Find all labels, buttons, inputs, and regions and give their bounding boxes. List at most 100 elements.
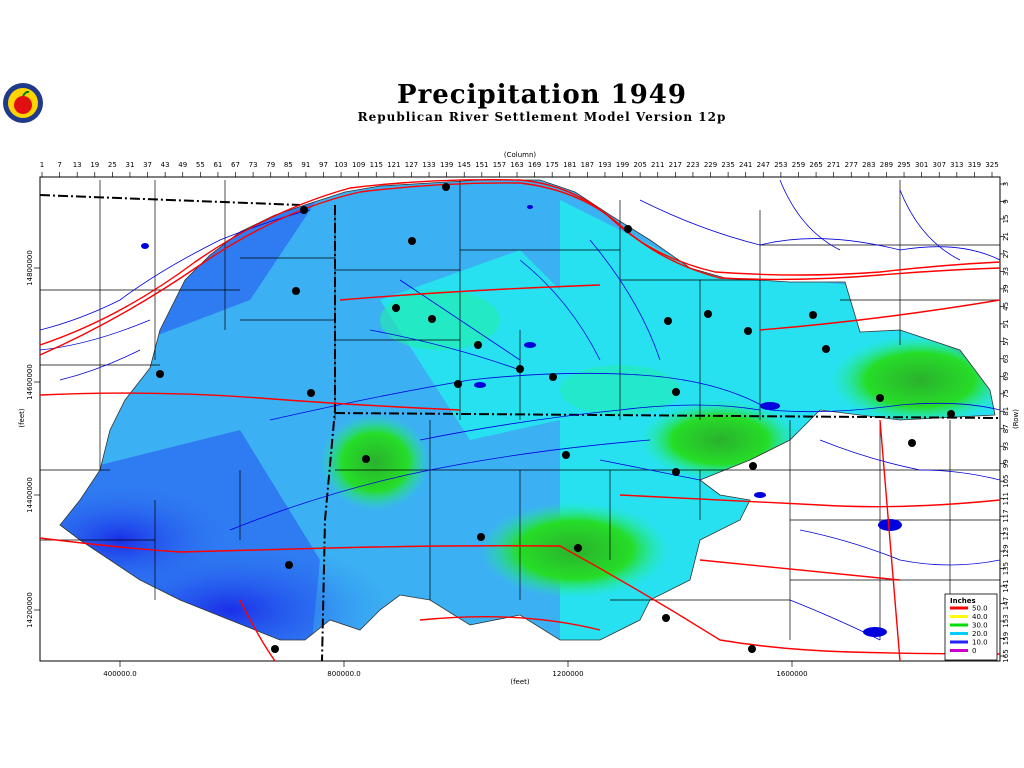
station-marker[interactable] (392, 304, 400, 312)
station-marker[interactable] (300, 206, 308, 214)
row-tick-label: 159 (1002, 632, 1010, 645)
column-tick-label: 217 (669, 161, 682, 169)
station-marker[interactable] (516, 365, 524, 373)
column-tick-label: 31 (126, 161, 135, 169)
column-tick-label: 187 (581, 161, 594, 169)
legend-label: 30.0 (972, 622, 988, 630)
legend-label: 0 (972, 647, 976, 655)
x-tick-label: 800000.0 (327, 670, 360, 678)
row-tick-label: 117 (1002, 509, 1010, 522)
station-marker[interactable] (428, 315, 436, 323)
station-marker[interactable] (809, 311, 817, 319)
row-tick-label: 123 (1002, 527, 1010, 540)
row-tick-label: 93 (1002, 442, 1010, 451)
station-marker[interactable] (292, 287, 300, 295)
row-tick-label: 21 (1002, 232, 1010, 241)
y-tick-label: 14800000 (26, 250, 34, 286)
station-marker[interactable] (672, 388, 680, 396)
station-marker[interactable] (664, 317, 672, 325)
column-tick-label: 55 (196, 161, 205, 169)
station-marker[interactable] (549, 373, 557, 381)
row-tick-label: 75 (1002, 389, 1010, 398)
column-tick-label: 253 (774, 161, 787, 169)
y-tick-label: 14600000 (26, 364, 34, 400)
station-marker[interactable] (454, 380, 462, 388)
column-tick-label: 121 (387, 161, 400, 169)
station-marker[interactable] (562, 451, 570, 459)
row-tick-label: 57 (1002, 337, 1010, 346)
row-tick-label: 9 (1002, 199, 1010, 203)
column-tick-label: 229 (704, 161, 717, 169)
legend: Inches 50.040.030.020.010.00 (944, 593, 998, 661)
county-lines (40, 180, 1000, 640)
column-tick-label: 37 (143, 161, 152, 169)
model-boundary (59, 179, 996, 641)
column-tick-label: 157 (493, 161, 506, 169)
column-tick-label: 169 (528, 161, 541, 169)
row-tick-label: 147 (1002, 597, 1010, 610)
station-marker[interactable] (744, 327, 752, 335)
station-marker[interactable] (662, 614, 670, 622)
row-tick-label: 165 (1002, 649, 1010, 662)
row-tick-label: 63 (1002, 354, 1010, 363)
row-tick-label: 45 (1002, 302, 1010, 311)
column-tick-label: 211 (651, 161, 664, 169)
station-marker[interactable] (307, 389, 315, 397)
row-tick-label: 81 (1002, 407, 1010, 416)
reservoirs (141, 205, 902, 637)
station-marker[interactable] (408, 237, 416, 245)
station-marker[interactable] (876, 394, 884, 402)
column-tick-label: 199 (616, 161, 629, 169)
station-marker[interactable] (285, 561, 293, 569)
column-tick-label: 49 (178, 161, 187, 169)
legend-label: 40.0 (972, 613, 988, 621)
row-tick-label: 15 (1002, 215, 1010, 224)
column-tick-label: 163 (510, 161, 523, 169)
column-tick-label: 205 (633, 161, 646, 169)
station-marker[interactable] (474, 341, 482, 349)
map-subtitle: Republican River Settlement Model Versio… (357, 110, 727, 124)
highways (40, 178, 1000, 661)
station-marker[interactable] (672, 468, 680, 476)
station-marker[interactable] (442, 183, 450, 191)
column-tick-label: 265 (809, 161, 822, 169)
column-tick-label: 319 (968, 161, 981, 169)
station-marker[interactable] (822, 345, 830, 353)
column-tick-label: 1 (40, 161, 44, 169)
column-tick-label: 307 (933, 161, 946, 169)
column-tick-label: 259 (792, 161, 805, 169)
station-marker[interactable] (477, 533, 485, 541)
column-tick-label: 283 (862, 161, 875, 169)
row-axis-label: (Row) (1012, 409, 1020, 429)
column-tick-label: 73 (249, 161, 258, 169)
station-marker[interactable] (749, 462, 757, 470)
station-marker[interactable] (748, 645, 756, 653)
column-tick-label: 97 (319, 161, 328, 169)
y-tick-label: 14200000 (26, 592, 34, 628)
column-tick-label: 25 (108, 161, 117, 169)
column-axis: 1 7 13 19 25 31 37 43 49 55 61 67 73 79 85 91 97 103 109 11… (40, 161, 999, 177)
column-tick-label: 271 (827, 161, 840, 169)
column-tick-label: 181 (563, 161, 576, 169)
column-tick-label: 115 (370, 161, 383, 169)
column-tick-label: 79 (266, 161, 275, 169)
row-tick-label: 27 (1002, 249, 1010, 258)
station-marker[interactable] (271, 645, 279, 653)
station-marker[interactable] (624, 225, 632, 233)
map-title: Precipitation 1949 (397, 80, 687, 110)
column-tick-label: 277 (845, 161, 858, 169)
station-marker[interactable] (908, 439, 916, 447)
row-tick-label: 99 (1002, 459, 1010, 468)
column-tick-label: 235 (721, 161, 734, 169)
station-marker[interactable] (362, 455, 370, 463)
station-marker[interactable] (947, 410, 955, 418)
column-tick-label: 85 (284, 161, 293, 169)
column-tick-label: 61 (213, 161, 222, 169)
y-feet-axis: 14800000 14600000 14400000 14200000 (26, 250, 40, 628)
station-marker[interactable] (574, 544, 582, 552)
station-marker[interactable] (156, 370, 164, 378)
station-marker[interactable] (704, 310, 712, 318)
y-tick-label: 14400000 (26, 477, 34, 513)
column-tick-label: 145 (458, 161, 471, 169)
x-tick-label: 400000.0 (103, 670, 136, 678)
